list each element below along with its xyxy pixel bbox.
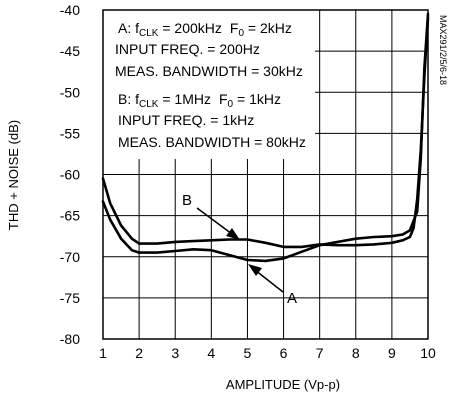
legend-box (103, 10, 315, 159)
arrow-b-line (196, 207, 233, 235)
x-tick-label: 7 (316, 345, 324, 361)
x-tick-label: 8 (352, 345, 360, 361)
series-b-line (101, 16, 430, 249)
label-a: A (287, 290, 297, 307)
legend-b-input-freq: INPUT FREQ. = 1kHz (118, 112, 254, 128)
y-tick-label: -70 (60, 249, 80, 265)
arrow-a-line (254, 269, 284, 293)
y-tick-label: -80 (60, 331, 80, 347)
y-tick-label: -45 (60, 43, 80, 59)
figure-code: MAX291/2/5/6-18 (438, 15, 448, 85)
y-axis-title: THD + NOISE (dB) (6, 120, 21, 230)
legend-b-clock: B: fCLK = 1MHz F0 = 1kHz (118, 91, 281, 110)
arrow-b-head (226, 228, 240, 240)
x-tick-label: 10 (420, 345, 436, 361)
plot-frame (102, 9, 429, 340)
arrow-a-head (248, 264, 262, 276)
x-tick-label: 3 (171, 345, 179, 361)
y-tick-label: -40 (60, 2, 80, 18)
y-tick-label: -75 (60, 290, 80, 306)
x-axis-title: AMPLITUDE (Vp-p) (226, 377, 340, 392)
legend-b-bandwidth: MEAS. BANDWIDTH = 80kHz (118, 134, 306, 150)
x-tick-label: 1 (99, 345, 107, 361)
series-lines (101, 12, 430, 263)
x-tick-label: 2 (135, 345, 143, 361)
label-b: B (182, 192, 192, 209)
y-tick-label: -55 (60, 125, 80, 141)
x-tick-label: 4 (207, 345, 215, 361)
series-a-line (101, 12, 430, 263)
legend-a-clock: A: fCLK = 200kHz F0 = 2kHz (118, 20, 292, 39)
legend-a-input-freq: INPUT FREQ. = 200Hz (115, 41, 260, 57)
legend-a-bandwidth: MEAS. BANDWIDTH = 30kHz (115, 63, 303, 79)
x-tick-labels: 1 2 3 4 5 6 7 8 9 10 (99, 345, 436, 361)
y-tick-labels: -40 -45 -50 -55 -60 -65 -70 -75 -80 (60, 2, 80, 347)
x-tick-label: 6 (280, 345, 288, 361)
x-tick-label: 5 (244, 345, 252, 361)
x-tick-label: 9 (388, 345, 396, 361)
y-tick-label: -60 (60, 167, 80, 183)
y-tick-label: -65 (60, 208, 80, 224)
y-tick-label: -50 (60, 84, 80, 100)
